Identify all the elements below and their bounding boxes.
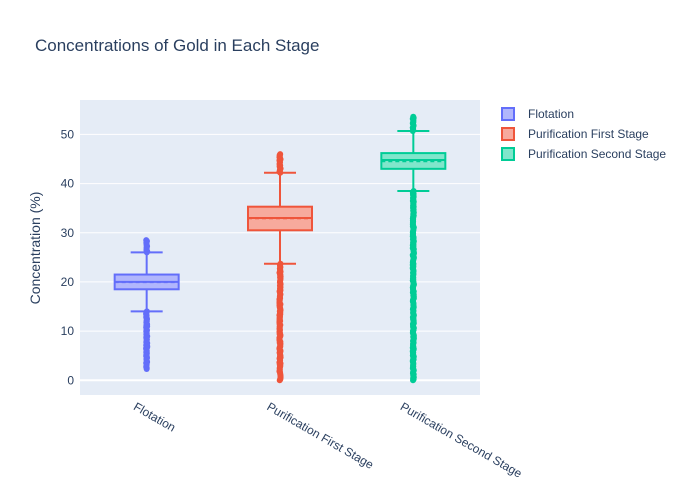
outlier-point [410, 113, 417, 120]
outlier-point [143, 237, 150, 244]
legend-label: Purification First Stage [528, 127, 649, 141]
box-2[interactable] [247, 151, 313, 384]
x-tick-label-2: Purification First Stage [265, 399, 377, 472]
box-3[interactable] [380, 113, 447, 384]
legend-swatch [501, 127, 515, 141]
y-tick-label-20: 20 [61, 275, 75, 289]
outliers-high-3 [409, 113, 417, 134]
outliers-low-2 [276, 260, 284, 384]
y-tick-label-40: 40 [61, 177, 75, 191]
y-tick-labels: 0 10 20 30 40 50 [61, 127, 75, 387]
legend-swatch [501, 107, 515, 121]
legend-label: Purification Second Stage [528, 147, 666, 161]
legend[interactable]: Flotation Purification First Stage Purific… [501, 107, 666, 161]
legend-label: Flotation [528, 107, 574, 121]
legend-swatch [501, 147, 515, 161]
outliers-low-1 [143, 308, 151, 372]
box-1[interactable] [113, 237, 180, 372]
outlier-point [277, 151, 284, 158]
y-tick-label-30: 30 [61, 226, 75, 240]
x-tick-label-3: Purification Second Stage [398, 399, 525, 480]
x-tick-labels: Flotation Purification First Stage Purific… [131, 399, 525, 480]
y-axis-title: Concentration (%) [27, 192, 43, 305]
y-tick-label-0: 0 [67, 373, 74, 387]
chart-title: Concentrations of Gold in Each Stage [35, 36, 319, 55]
legend-item-3[interactable]: Purification Second Stage [501, 147, 666, 161]
legend-item-2[interactable]: Purification First Stage [501, 127, 649, 141]
y-tick-label-50: 50 [61, 127, 75, 141]
y-tick-label-10: 10 [61, 324, 75, 338]
legend-item-1[interactable]: Flotation [501, 107, 574, 121]
box-series [113, 113, 447, 384]
outliers-low-3 [409, 187, 417, 384]
outliers-high-2 [276, 151, 284, 176]
x-tick-label-1: Flotation [131, 399, 178, 434]
